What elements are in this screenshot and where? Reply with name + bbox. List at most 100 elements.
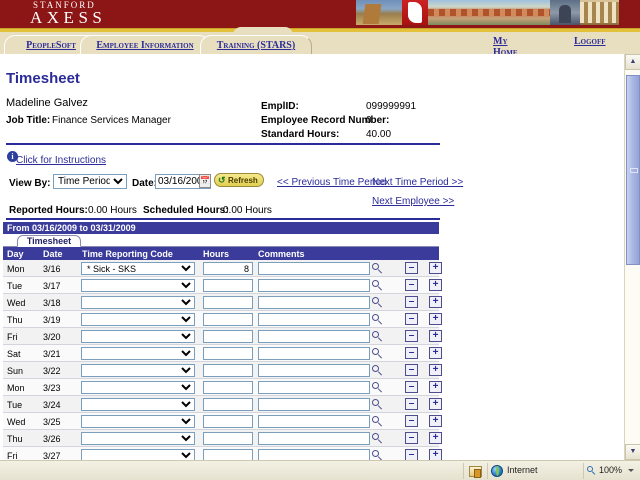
add-row-button[interactable]: + <box>429 449 442 460</box>
remove-row-button[interactable]: – <box>405 381 418 393</box>
status-zone-segment[interactable] <box>487 463 583 479</box>
add-row-button[interactable]: + <box>429 262 442 274</box>
time-reporting-code-select[interactable] <box>81 347 195 360</box>
magnifier-icon[interactable] <box>372 416 383 427</box>
add-row-button[interactable]: + <box>429 347 442 359</box>
add-row-button[interactable]: + <box>429 296 442 308</box>
add-row-button[interactable]: + <box>429 398 442 410</box>
date-input[interactable] <box>155 174 211 189</box>
hours-input[interactable] <box>203 313 253 326</box>
hours-input[interactable] <box>203 415 253 428</box>
next-employee-link[interactable]: Next Employee >> <box>372 196 455 207</box>
scrollbar-track[interactable] <box>625 70 640 444</box>
view-by-select[interactable]: Time Period <box>53 174 127 189</box>
time-reporting-code-select[interactable] <box>81 381 195 394</box>
add-row-button[interactable]: + <box>429 381 442 393</box>
comments-input[interactable] <box>258 347 370 360</box>
zoom-dropdown-caret-icon[interactable] <box>628 469 634 472</box>
previous-time-period-link[interactable]: << Previous Time Period <box>277 177 387 188</box>
zoom-level-label: 100% <box>599 465 623 475</box>
calendar-icon[interactable]: 📅 <box>199 174 211 188</box>
my-home-link[interactable]: My Home <box>493 36 518 58</box>
header-divider-bottom <box>6 218 440 220</box>
hours-input[interactable] <box>203 330 253 343</box>
add-row-button[interactable]: + <box>429 364 442 376</box>
magnifier-icon[interactable] <box>372 314 383 325</box>
hours-input[interactable] <box>203 262 253 275</box>
comments-input[interactable] <box>258 432 370 445</box>
add-row-button[interactable]: + <box>429 432 442 444</box>
remove-row-button[interactable]: – <box>405 262 418 274</box>
remove-row-button[interactable]: – <box>405 347 418 359</box>
page-vertical-scrollbar[interactable]: ▲ ▼ <box>624 54 640 460</box>
column-header-date: Date <box>43 249 63 259</box>
magnifier-icon[interactable] <box>372 280 383 291</box>
comments-input[interactable] <box>258 364 370 377</box>
remove-row-button[interactable]: – <box>405 398 418 410</box>
magnifier-icon[interactable] <box>372 348 383 359</box>
scrollbar-thumb[interactable] <box>626 75 640 265</box>
click-for-instructions-link[interactable]: Click for Instructions <box>16 155 107 166</box>
comments-input[interactable] <box>258 398 370 411</box>
remove-row-button[interactable]: – <box>405 364 418 376</box>
add-row-button[interactable]: + <box>429 330 442 342</box>
status-zoom-segment[interactable] <box>583 463 640 479</box>
time-reporting-code-select[interactable]: * Sick - SKS <box>81 262 195 275</box>
remove-row-button[interactable]: – <box>405 279 418 291</box>
magnifier-icon[interactable] <box>372 382 383 393</box>
hours-input[interactable] <box>203 364 253 377</box>
time-reporting-code-select[interactable] <box>81 330 195 343</box>
cell-day: Mon <box>7 383 25 393</box>
magnifier-icon[interactable] <box>372 263 383 274</box>
comments-input[interactable] <box>258 330 370 343</box>
comments-input[interactable] <box>258 381 370 394</box>
remove-row-button[interactable]: – <box>405 415 418 427</box>
time-reporting-code-select[interactable] <box>81 449 195 460</box>
logoff-link[interactable]: Logoff <box>574 36 606 47</box>
nav-tab-training-stars[interactable]: Training (STARS) <box>200 35 312 54</box>
magnifier-icon[interactable] <box>372 297 383 308</box>
page-title: Timesheet <box>6 70 80 87</box>
comments-input[interactable] <box>258 262 370 275</box>
scroll-down-arrow-icon[interactable]: ▼ <box>625 444 640 460</box>
time-reporting-code-select[interactable] <box>81 432 195 445</box>
time-reporting-code-select[interactable] <box>81 364 195 377</box>
refresh-button[interactable]: ↺ Refresh <box>214 173 264 187</box>
remove-row-button[interactable]: – <box>405 313 418 325</box>
banner-photo-statue <box>550 0 580 25</box>
hours-input[interactable] <box>203 449 253 460</box>
next-time-period-link[interactable]: Next Time Period >> <box>372 177 464 188</box>
remove-row-button[interactable]: – <box>405 330 418 342</box>
hours-input[interactable] <box>203 347 253 360</box>
time-reporting-code-select[interactable] <box>81 313 195 326</box>
magnifier-icon[interactable] <box>372 399 383 410</box>
comments-input[interactable] <box>258 449 370 460</box>
add-row-button[interactable]: + <box>429 313 442 325</box>
tab-timesheet[interactable]: Timesheet <box>17 235 81 247</box>
time-reporting-code-select[interactable] <box>81 398 195 411</box>
comments-input[interactable] <box>258 313 370 326</box>
hours-input[interactable] <box>203 398 253 411</box>
hours-input[interactable] <box>203 432 253 445</box>
comments-input[interactable] <box>258 279 370 292</box>
remove-row-button[interactable]: – <box>405 449 418 460</box>
cell-date: 3/17 <box>43 281 61 291</box>
magnifier-icon[interactable] <box>372 331 383 342</box>
comments-input[interactable] <box>258 296 370 309</box>
time-reporting-code-select[interactable] <box>81 296 195 309</box>
hours-input[interactable] <box>203 296 253 309</box>
time-reporting-code-select[interactable] <box>81 279 195 292</box>
remove-row-button[interactable]: – <box>405 296 418 308</box>
comments-input[interactable] <box>258 415 370 428</box>
magnifier-icon[interactable] <box>372 450 383 460</box>
hours-input[interactable] <box>203 279 253 292</box>
add-row-button[interactable]: + <box>429 415 442 427</box>
scroll-up-arrow-icon[interactable]: ▲ <box>625 54 640 70</box>
magnifier-icon[interactable] <box>372 365 383 376</box>
remove-row-button[interactable]: – <box>405 432 418 444</box>
nav-tab-employee-information[interactable]: Employee Information <box>80 35 210 54</box>
time-reporting-code-select[interactable] <box>81 415 195 428</box>
add-row-button[interactable]: + <box>429 279 442 291</box>
hours-input[interactable] <box>203 381 253 394</box>
magnifier-icon[interactable] <box>372 433 383 444</box>
